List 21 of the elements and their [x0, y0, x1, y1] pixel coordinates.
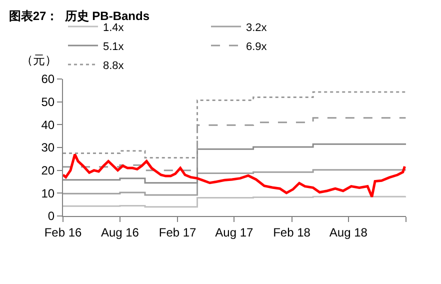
- y-tick-label: 50: [41, 95, 55, 110]
- x-tick-label: Aug 16: [100, 225, 140, 240]
- line-series: [63, 153, 406, 198]
- y-tick-label: 0: [48, 209, 55, 224]
- y-tick-label: 60: [41, 72, 55, 86]
- x-tick-label: Aug 17: [215, 225, 254, 240]
- x-tick-label: Feb 17: [158, 225, 197, 240]
- chart-title: 图表27： 历史 PB-Bands: [8, 8, 150, 23]
- y-tick-label: 40: [41, 118, 55, 132]
- y-tick-label: 10: [41, 186, 55, 200]
- y-axis-title: （元）: [21, 53, 57, 67]
- y-tick-label: 20: [41, 164, 55, 178]
- legend-label: 5.1x: [103, 40, 124, 53]
- legend-label: 8.8x: [103, 60, 124, 72]
- legend-label: 6.9x: [246, 40, 268, 53]
- legend-label: 3.2x: [246, 22, 268, 34]
- x-tick-label: Feb 16: [44, 225, 82, 240]
- legend-label: 1.4x: [103, 22, 124, 34]
- y-tick-label: 30: [41, 140, 55, 155]
- x-tick-label: Feb 18: [273, 225, 311, 240]
- x-tick-label: Aug 18: [329, 225, 368, 240]
